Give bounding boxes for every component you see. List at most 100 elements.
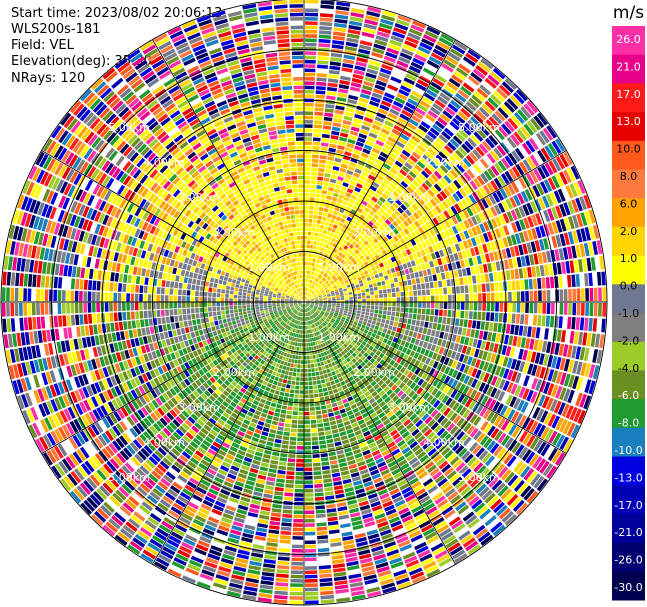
ray-gate (393, 124, 404, 133)
ray-gate (515, 280, 521, 291)
ray-gate (246, 573, 260, 580)
ray-gate (485, 119, 497, 131)
ray-gate (257, 357, 262, 363)
ray-gate (322, 316, 327, 320)
ray-gate (281, 337, 286, 342)
ray-gate (304, 574, 318, 579)
ray-gate (421, 232, 428, 241)
ray-gate (441, 256, 447, 265)
ray-gate (158, 524, 172, 534)
ray-gate (340, 243, 346, 248)
ray-gate (319, 304, 323, 306)
ray-gate (244, 581, 259, 588)
ray-gate (377, 330, 382, 336)
ray-gate (536, 478, 548, 492)
ray-gate (324, 314, 328, 317)
ray-gate (379, 306, 383, 310)
ray-gate (479, 468, 490, 479)
ray-gate (330, 200, 337, 206)
ray-gate (331, 196, 338, 202)
ray-gate (346, 372, 352, 378)
ray-gate (351, 240, 357, 246)
ray-gate (345, 173, 352, 180)
ray-gate (434, 495, 446, 505)
ray-gate (396, 424, 405, 432)
ray-gate (346, 455, 355, 462)
ray-gate (292, 341, 296, 346)
ray-gate (437, 499, 449, 509)
ray-gate (235, 512, 246, 520)
ray-gate (317, 269, 321, 273)
ray-gate (424, 403, 432, 412)
ray-gate (296, 346, 300, 351)
ray-gate (325, 103, 335, 109)
ray-gate (154, 484, 166, 494)
ray-gate (311, 280, 314, 284)
ray-gate (319, 159, 326, 164)
ray-gate (392, 355, 399, 362)
ray-gate (306, 299, 310, 302)
ray-gate (310, 363, 315, 368)
ray-gate (424, 247, 430, 255)
ray-gate (432, 437, 442, 447)
ray-gate (369, 351, 375, 357)
ray-gate (515, 220, 522, 232)
ray-gate (381, 393, 389, 400)
ray-gate (314, 111, 324, 116)
ray-gate (318, 565, 332, 570)
ray-gate (299, 347, 302, 351)
ray-gate (268, 354, 273, 360)
ray-gate (351, 252, 357, 258)
ray-gate (503, 334, 510, 345)
ray-gate (387, 311, 392, 316)
ray-gate (327, 284, 332, 288)
ray-gate (357, 234, 363, 240)
ray-gate (238, 380, 245, 387)
ray-gate (331, 318, 336, 322)
ray-gate (367, 492, 378, 500)
ray-gate (314, 322, 318, 327)
ray-gate (306, 274, 309, 279)
ray-gate (379, 298, 384, 302)
ray-gate (322, 185, 329, 191)
ray-gate (475, 404, 484, 415)
ray-gate (314, 303, 319, 305)
ray-gate (322, 474, 332, 479)
ray-gate (215, 422, 223, 430)
ray-gate (575, 317, 581, 330)
ray-gate (474, 214, 482, 224)
ray-gate (381, 222, 388, 229)
ray-gate (457, 393, 466, 403)
ray-gate (364, 285, 369, 289)
ray-gate (321, 138, 330, 143)
ray-gate (251, 364, 257, 370)
ray-gate (343, 245, 349, 250)
ray-gate (254, 535, 266, 542)
ray-gate (270, 402, 277, 408)
ray-gate (279, 373, 285, 379)
ray-gate (198, 462, 208, 471)
ray-gate (448, 516, 461, 527)
ray-gate (342, 359, 348, 365)
ray-gate (271, 384, 277, 390)
ray-gate (314, 115, 323, 121)
ray-gate (382, 96, 394, 104)
ray-gate (265, 347, 270, 352)
ray-gate (311, 262, 315, 267)
ray-gate (323, 248, 328, 253)
ray-gate (400, 192, 409, 200)
ray-gate (426, 289, 431, 296)
ray-gate (331, 126, 341, 132)
ray-gate (525, 173, 535, 186)
ray-gate (309, 279, 312, 284)
ray-gate (277, 359, 282, 364)
ray-gate (362, 84, 373, 92)
ray-gate (350, 341, 356, 347)
ray-gate (384, 396, 392, 404)
ray-gate (268, 378, 274, 384)
ray-gate (512, 302, 517, 313)
ray-gate (144, 519, 157, 530)
ray-gate (340, 163, 348, 169)
ray-gate (525, 140, 536, 153)
ray-gate (227, 449, 237, 457)
